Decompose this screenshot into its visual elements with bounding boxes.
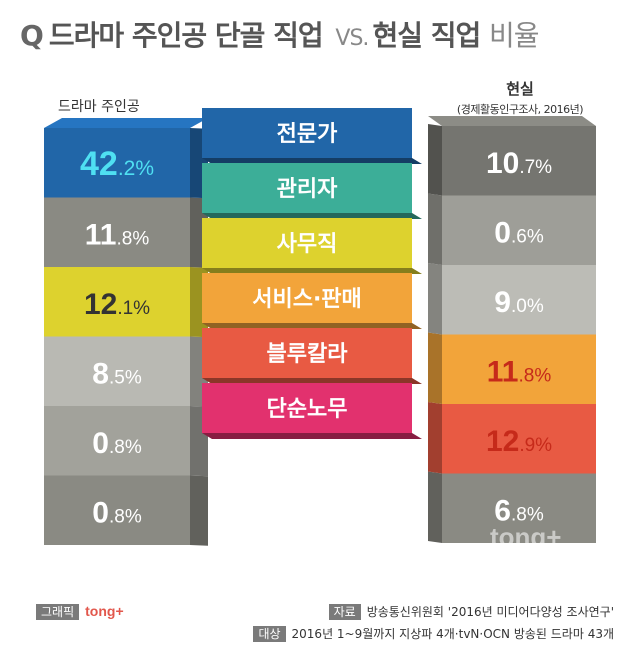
graphic-tag: 그래픽 [36,604,80,620]
category-band-shadow-1 [202,213,422,219]
category-band-5 [202,383,412,433]
right-value-label-0: 10.7% [486,147,552,180]
right-header-sub: (경제활동인구조사, 2016년) [456,103,584,116]
right-bar-4 [442,404,596,474]
footer-credit: 그래픽 tong+ [36,603,124,620]
target-tag: 대상 [253,626,286,642]
page-title: Q 드라마 주인공 단골 직업 VS. 현실 직업 비율 [20,14,540,54]
category-label-3: 서비스·판매 [252,287,362,312]
left-value-label-0: 42.2% [80,145,154,183]
title-q: Q [20,19,44,52]
right-bar-5 [442,473,596,543]
source-tag: 자료 [328,604,361,620]
right-bar-2 [442,265,596,335]
right-value-label-2: 9.0% [494,286,544,319]
right-bar-3 [442,334,596,404]
category-band-shadow-0 [202,158,422,164]
category-band-shadow-5 [202,433,422,439]
category-band-0 [202,108,412,158]
category-band-1 [202,163,412,213]
target-line: 대상 2016년 1~9월까지 지상파 4개·tvN·OCN 방송된 드라마 43… [253,625,614,642]
category-label-2: 사무직 [277,232,338,257]
title-part1: 드라마 주인공 단골 직업 [48,19,324,52]
category-label-5: 단순노무 [267,397,348,422]
right-bar-side-3 [428,332,442,404]
left-column-header: 드라마 주인공 [58,99,140,115]
category-band-2 [202,218,412,268]
left-bar-3 [44,336,190,406]
left-bar-0 [44,128,190,198]
left-bar-5 [44,475,190,545]
watermark-logo: tong+ [490,522,562,552]
right-value-label-1: 0.6% [494,216,544,249]
right-bar-1 [442,195,596,265]
category-label-0: 전문가 [277,122,338,147]
right-bar-side-1 [428,193,442,265]
left-value-label-4: 0.8% [92,427,142,460]
left-value-label-2: 12.1% [84,288,150,321]
title-part3: 비율 [488,19,540,52]
category-band-shadow-3 [202,323,422,329]
left-value-label-3: 8.5% [92,357,142,390]
right-bar-side-5 [428,471,442,543]
comparison-chart: 0.8% 0.8% 8.5% 12.1% 11.8% 42.2% 6.8% 12.9% 11.8… [44,108,596,546]
right-value-label-3: 11.8% [487,355,552,388]
right-bar-side-2 [428,263,442,335]
title-part2: 현실 직업 [372,19,481,52]
category-band-shadow-4 [202,378,422,384]
left-bar-top [44,118,208,128]
left-value-label-1: 11.8% [85,218,150,251]
right-bar-side-4 [428,402,442,474]
right-value-label-4: 12.9% [486,425,552,458]
left-bar-1 [44,197,190,267]
right-bar-0 [442,126,596,196]
category-band-shadow-2 [202,268,422,274]
right-column-header: 현실 (경제활동인구조사, 2016년) [440,78,600,117]
title-vs: VS. [335,26,369,51]
category-label-1: 관리자 [277,177,338,202]
right-bar-top [428,116,596,126]
tong-logo: tong+ [85,603,124,619]
left-bar-4 [44,406,190,476]
left-value-label-5: 0.8% [92,496,142,529]
right-value-label-5: 6.8% [494,494,544,527]
source-line: 자료 방송통신위원회 '2016년 미디어다양성 조사연구' [328,603,614,620]
left-bar-side-5 [190,475,208,546]
category-band-4 [202,328,412,378]
target-text: 2016년 1~9월까지 지상파 4개·tvN·OCN 방송된 드라마 43개 [291,627,614,641]
source-text: 방송통신위원회 '2016년 미디어다양성 조사연구' [366,605,614,619]
left-bar-2 [44,267,190,337]
right-header-main: 현실 [506,80,534,98]
category-label-4: 블루칼라 [267,342,349,367]
right-bar-side-0 [428,124,442,196]
category-band-3 [202,273,412,323]
